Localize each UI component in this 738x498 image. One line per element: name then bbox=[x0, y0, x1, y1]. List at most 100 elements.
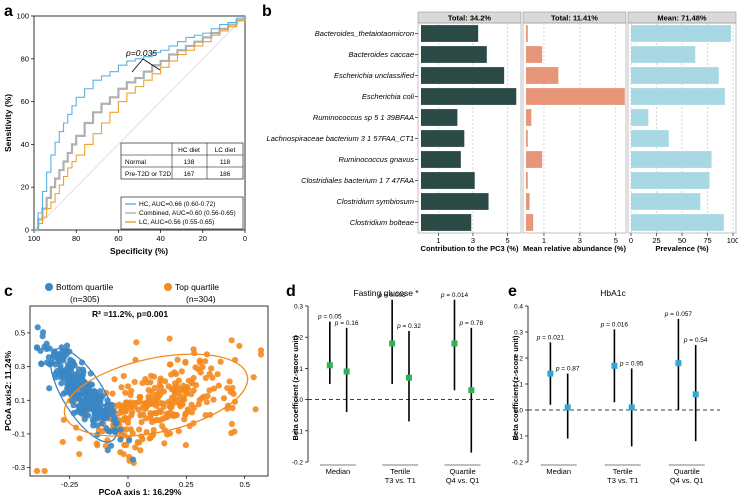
p-value-label: p = 0.05 bbox=[317, 314, 342, 321]
y-tick-label: 40 bbox=[21, 140, 29, 149]
panel-c-xlabel: PCoA axis 1: 16.29% bbox=[99, 487, 182, 497]
scatter-point bbox=[228, 420, 236, 428]
panel-a-bracket-left bbox=[131, 58, 144, 73]
y-tick-label: 100 bbox=[16, 12, 29, 21]
bar bbox=[631, 67, 719, 84]
scatter-point bbox=[117, 436, 124, 443]
scatter-point bbox=[231, 428, 238, 435]
scatter-point bbox=[148, 388, 155, 395]
scatter-point bbox=[190, 374, 197, 382]
group-label: Quartile bbox=[449, 467, 475, 476]
scatter-point bbox=[157, 375, 164, 382]
panel-c-axes: -0.25 0 0.25 0.5 -0.3 -0.1 0.1 0.3 0.5 bbox=[12, 328, 250, 489]
scatter-point bbox=[111, 376, 118, 383]
group-sublabel: Q4 vs. Q1 bbox=[670, 476, 704, 485]
x-tick-label: 0.25 bbox=[179, 480, 194, 489]
x-tick-label: 20 bbox=[199, 234, 207, 243]
panel-d-plot: -0.2 -0.1 0.0 0.1 0.2 0.3 p = 0.05p = 0.16 p = … bbox=[292, 292, 495, 485]
scatter-point bbox=[153, 402, 160, 409]
scatter-point bbox=[178, 368, 185, 375]
scatter-point bbox=[250, 374, 257, 381]
scatter-point bbox=[174, 356, 181, 363]
confidence-ellipse bbox=[63, 353, 249, 437]
scatter-point bbox=[46, 385, 53, 392]
panel-a-pvalue: p=0.035 bbox=[125, 48, 157, 58]
scatter-point bbox=[180, 395, 187, 402]
scatter-point bbox=[199, 363, 206, 371]
y-tick-label: 0.4 bbox=[514, 304, 523, 311]
roc-curve bbox=[34, 16, 247, 232]
category-label: Clostridium symbiosum bbox=[336, 197, 414, 206]
bar bbox=[421, 193, 489, 210]
p-value-label: p = 0.057 bbox=[664, 311, 693, 318]
x-tick-label: 3 bbox=[471, 236, 475, 245]
category-label: Escherichia unclassified bbox=[334, 71, 415, 80]
table-cell: 138 bbox=[184, 159, 195, 166]
group-sublabel: Q4 vs. Q1 bbox=[446, 476, 480, 485]
p-value-label: p = 0.32 bbox=[396, 323, 421, 330]
scatter-point bbox=[90, 422, 97, 429]
scatter-point bbox=[60, 354, 67, 362]
scatter-point bbox=[191, 350, 198, 357]
group-sublabel: T3 vs. T1 bbox=[385, 476, 416, 485]
category-label: Ruminococcus gnavus bbox=[339, 155, 415, 164]
bar bbox=[631, 130, 669, 147]
y-tick-label: -0.2 bbox=[512, 460, 524, 467]
scatter-point bbox=[229, 404, 236, 412]
scatter-point bbox=[206, 370, 213, 378]
scatter-point bbox=[78, 359, 86, 366]
scatter-point bbox=[52, 371, 59, 378]
category-label: Bacteroides caccae bbox=[349, 50, 414, 59]
scatter-point bbox=[135, 399, 142, 406]
scatter-point bbox=[208, 365, 215, 372]
panel-b-categories: Bacteroides_thetaiotaomicron Bacteroides … bbox=[267, 29, 418, 227]
scatter-point bbox=[196, 396, 203, 404]
x-tick-label: 5 bbox=[614, 236, 618, 245]
p-value-label: p = 0.87 bbox=[555, 366, 580, 373]
scatter-point bbox=[124, 383, 132, 390]
scatter-point bbox=[129, 456, 137, 463]
category-label: Lachnospiraceae bacterium 3 1 57FAA_CT1 bbox=[267, 134, 414, 143]
legend-top-name: Top quartile bbox=[175, 282, 219, 292]
scatter-point bbox=[217, 358, 224, 365]
scatter-point bbox=[192, 364, 199, 371]
scatter-point bbox=[66, 376, 73, 383]
table-cell: Normal bbox=[125, 159, 147, 166]
group-label: Quartile bbox=[674, 467, 700, 476]
scatter-point bbox=[182, 410, 189, 417]
scatter-point bbox=[123, 426, 130, 433]
bar bbox=[631, 172, 710, 189]
scatter-point bbox=[167, 402, 174, 410]
scatter-point bbox=[137, 447, 144, 454]
category-label: Clostridiales bacterium 1 7 47FAA bbox=[301, 176, 414, 185]
scatter-point bbox=[91, 408, 98, 416]
scatter-point bbox=[153, 410, 160, 417]
roc-curve bbox=[34, 16, 246, 231]
scatter-point bbox=[46, 345, 53, 352]
scatter-point bbox=[120, 372, 127, 380]
y-tick-label: 80 bbox=[21, 54, 29, 63]
y-tick-label: 0.0 bbox=[294, 397, 303, 404]
roc-curve bbox=[34, 16, 246, 231]
group-label: Median bbox=[546, 467, 571, 476]
panel-b-bars: 1 3 5 1 3 5 0 25 50 75 100 bbox=[421, 23, 738, 245]
scatter-point bbox=[202, 358, 209, 365]
bar bbox=[421, 172, 475, 189]
y-tick-label: 0.2 bbox=[294, 335, 303, 342]
scatter-point bbox=[82, 411, 89, 419]
scatter-point bbox=[94, 401, 101, 408]
bar bbox=[631, 151, 712, 168]
scatter-point bbox=[133, 339, 140, 346]
scatter-point bbox=[127, 391, 134, 399]
scatter-point bbox=[87, 388, 94, 395]
x-tick-label: 0 bbox=[629, 236, 633, 245]
scatter-point bbox=[41, 467, 48, 475]
scatter-point bbox=[93, 440, 100, 447]
x-tick-label: 1 bbox=[542, 236, 546, 245]
scatter-point bbox=[252, 406, 259, 413]
category-label: Ruminococcus sp 5 1 39BFAA bbox=[313, 113, 414, 122]
scatter-point bbox=[137, 412, 144, 419]
y-tick-label: 0.0 bbox=[514, 408, 523, 415]
scatter-point bbox=[59, 438, 66, 446]
scatter-point bbox=[182, 442, 189, 449]
